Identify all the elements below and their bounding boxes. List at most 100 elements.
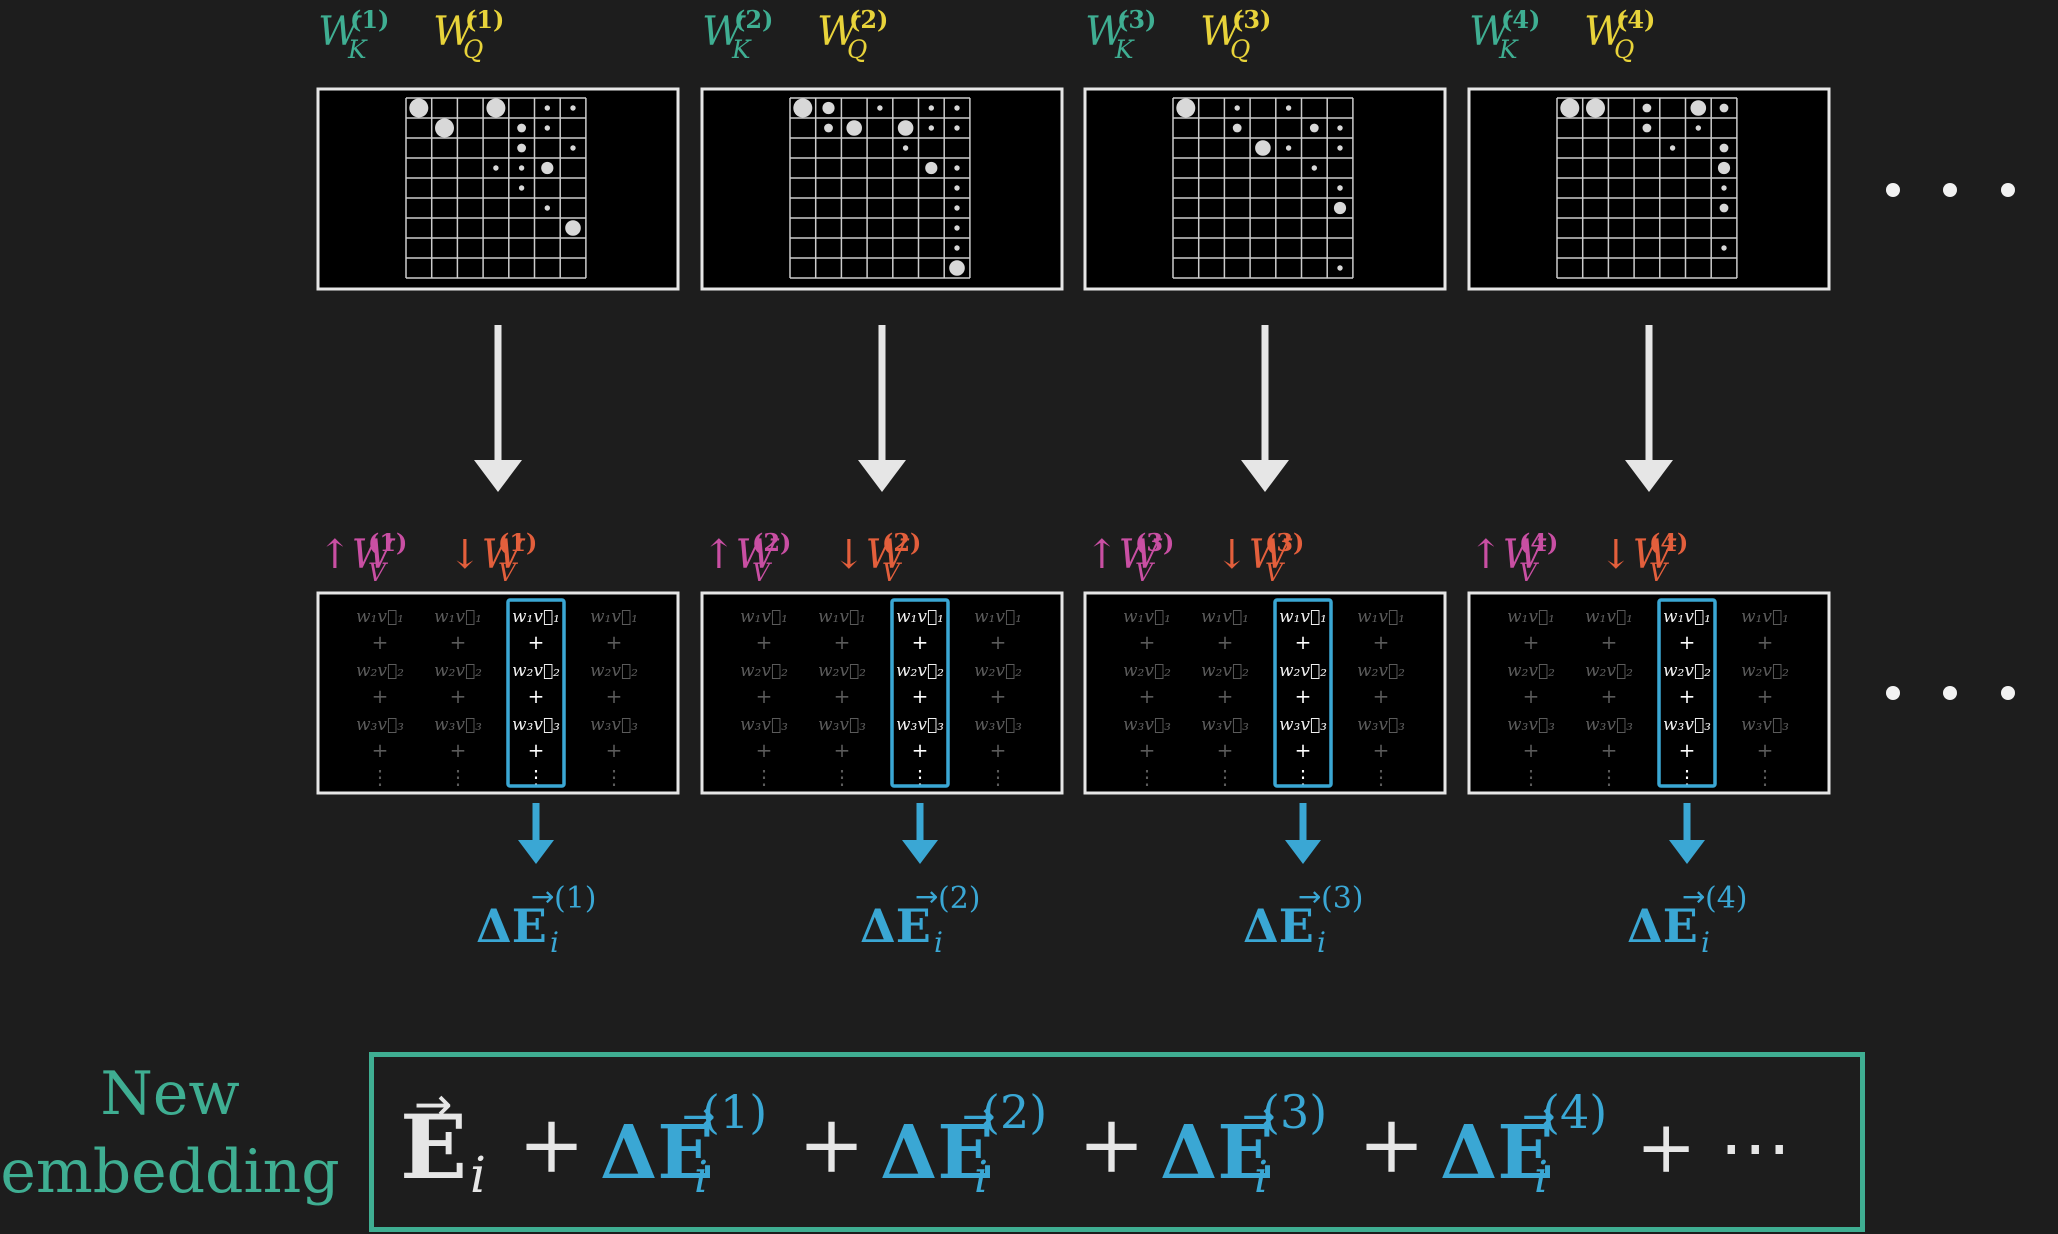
- value-term: ⋮: [1137, 765, 1157, 789]
- attention-dot: [1695, 125, 1702, 131]
- value-up-label-4: ↑WV(4): [1469, 528, 1558, 587]
- delta-arrow-head-4: [1669, 840, 1705, 864]
- term-delta-main: ΔE: [600, 1110, 714, 1196]
- value-up-label-2-sup: (2): [752, 528, 791, 557]
- key-label-3-sup: (3): [1117, 5, 1156, 34]
- value-down-label-1-sup: (1): [498, 528, 537, 557]
- attention-dot: [1285, 105, 1292, 111]
- term-sub: i: [1254, 1152, 1268, 1203]
- value-term: +: [606, 684, 623, 708]
- attention-dot: [493, 165, 499, 171]
- attention-dot: [544, 105, 550, 111]
- value-term: +: [990, 738, 1007, 762]
- value-term: w₁v⃗₁: [590, 607, 638, 627]
- value-term: ⋮: [448, 765, 468, 789]
- value-term: +: [990, 630, 1007, 654]
- attention-dot: [1337, 145, 1343, 151]
- delta-sup: (4): [1705, 881, 1748, 916]
- query-label-3-sub: Q: [1230, 35, 1250, 64]
- value-term: +: [606, 738, 623, 762]
- ellipsis-dot: [1943, 183, 1957, 197]
- value-down-label-2: ↓WV(2): [832, 528, 921, 587]
- value-up-label-1-main: ↑W: [318, 532, 396, 578]
- value-term: w₃v⃗₃: [512, 715, 560, 735]
- attention-dot: [1560, 98, 1580, 118]
- attention-dot: [954, 245, 960, 251]
- term-delta-main: ΔE: [880, 1110, 994, 1196]
- query-label-1-main: W: [433, 9, 477, 55]
- value-down-label-1-sub: V: [498, 558, 519, 587]
- value-down-label-3-sub: V: [1265, 558, 1286, 587]
- value-term: +: [1757, 630, 1774, 654]
- value-term: +: [990, 684, 1007, 708]
- attention-dot: [1721, 245, 1727, 251]
- value-term: ⋮: [1521, 765, 1541, 789]
- value-term: w₁v⃗₁: [1663, 607, 1711, 627]
- value-sum-box-3: [1083, 591, 1447, 795]
- attention-dot: [486, 98, 506, 118]
- attention-dot: [928, 105, 934, 111]
- value-down-label-2-main: ↓W: [832, 532, 910, 578]
- value-term: +: [1217, 630, 1234, 654]
- delta-sup: (2): [938, 881, 981, 916]
- value-term: w₂v⃗₂: [590, 661, 638, 681]
- delta-sup: (1): [554, 881, 597, 916]
- ellipsis-dot: [1943, 686, 1957, 700]
- value-term: ⋮: [370, 765, 390, 789]
- value-term: w₁v⃗₁: [512, 607, 560, 627]
- value-term: w₁v⃗₁: [1279, 607, 1327, 627]
- value-term: +: [1217, 738, 1234, 762]
- key-label-4-sub: K: [1498, 35, 1519, 64]
- term-sup: (1): [702, 1085, 767, 1139]
- attention-dot: [954, 165, 960, 171]
- plus-sign: +: [1358, 1098, 1425, 1191]
- delta-sub: i: [1317, 926, 1326, 959]
- value-term: +: [1679, 684, 1696, 708]
- attention-dot: [1232, 123, 1242, 133]
- attention-dot: [1719, 143, 1729, 153]
- attention-dot: [544, 205, 550, 211]
- trailing-terms: + ⋯: [1636, 1105, 1791, 1189]
- term-delta-main: ΔE: [1160, 1110, 1274, 1196]
- value-term: w₂v⃗₂: [1201, 661, 1249, 681]
- value-down-label-2-sup: (2): [882, 528, 921, 557]
- value-term: +: [1295, 684, 1312, 708]
- value-term: +: [528, 738, 545, 762]
- query-label-1: WQ(1): [433, 5, 504, 64]
- value-term: ⋮: [526, 765, 546, 789]
- value-term: ⋮: [1293, 765, 1313, 789]
- term-sub: i: [1534, 1152, 1548, 1203]
- attention-grid-2: [789, 97, 971, 279]
- base-embedding: E: [400, 1095, 467, 1199]
- value-term: +: [1139, 684, 1156, 708]
- value-term: w₂v⃗₂: [1585, 661, 1633, 681]
- term-vector-arrow: →: [682, 1094, 716, 1140]
- query-label-1-sup: (1): [465, 5, 504, 34]
- attention-dot: [570, 105, 576, 111]
- value-term: ⋮: [604, 765, 624, 789]
- value-term: +: [834, 738, 851, 762]
- value-term: w₂v⃗₂: [1123, 661, 1171, 681]
- attention-dot: [1333, 201, 1347, 215]
- value-sum-box-4: [1467, 591, 1831, 795]
- value-sum-box-2: [700, 591, 1064, 795]
- value-term: w₂v⃗₂: [896, 661, 944, 681]
- value-term: +: [756, 738, 773, 762]
- attention-dot: [1717, 161, 1731, 175]
- value-term: +: [1523, 630, 1540, 654]
- key-label-2: WK(2): [702, 5, 773, 64]
- query-label-4-sup: (4): [1616, 5, 1655, 34]
- value-term: +: [1601, 738, 1618, 762]
- value-term: +: [528, 630, 545, 654]
- arrow-head-1: [474, 460, 522, 492]
- highlight-column-4: [1657, 598, 1717, 788]
- attention-dot: [518, 165, 525, 171]
- value-term: ⋮: [1755, 765, 1775, 789]
- term-sub: i: [974, 1152, 988, 1203]
- value-term: w₂v⃗₂: [974, 661, 1022, 681]
- value-term: w₃v⃗₃: [434, 715, 482, 735]
- value-term: ⋮: [1599, 765, 1619, 789]
- value-term: w₃v⃗₃: [740, 715, 788, 735]
- delta-main: ΔE: [1243, 899, 1314, 953]
